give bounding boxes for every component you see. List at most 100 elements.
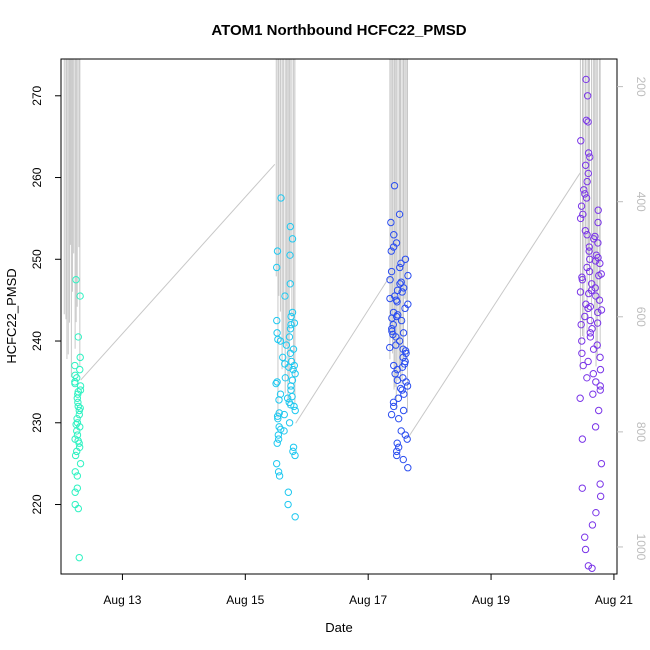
data-point <box>272 379 280 388</box>
data-point <box>597 459 606 468</box>
data-point <box>577 137 585 145</box>
data-point <box>395 210 404 219</box>
data-point <box>403 382 412 390</box>
data-point <box>397 316 406 325</box>
data-point <box>596 353 604 362</box>
data-point <box>388 327 396 335</box>
y-tick-label: 250 <box>30 249 44 269</box>
data-point <box>582 194 591 202</box>
data-point <box>593 341 601 349</box>
data-point <box>74 388 82 396</box>
x-axis: Aug 13 Aug 15 Aug 17 Aug 19 Aug 21 <box>103 574 633 607</box>
data-point <box>577 320 585 329</box>
x-tick-label: Aug 15 <box>226 593 264 607</box>
data-point <box>72 420 80 429</box>
data-point <box>388 314 396 322</box>
data-point <box>391 370 399 378</box>
data-point <box>399 455 407 464</box>
data-point <box>288 392 296 401</box>
data-point <box>597 306 606 314</box>
data-point <box>280 410 288 419</box>
data-point <box>578 349 586 357</box>
data-point <box>592 292 600 300</box>
data-point <box>596 386 604 394</box>
y-tick-label: 260 <box>30 167 44 187</box>
data-point <box>401 431 409 439</box>
data-point <box>394 394 403 402</box>
data-point <box>394 414 403 423</box>
data-point <box>289 365 297 374</box>
y-tick-label: 240 <box>30 331 44 351</box>
data-point <box>288 235 297 243</box>
data-point <box>71 468 79 476</box>
data-point <box>398 288 406 296</box>
data-point <box>388 325 396 333</box>
data-point <box>290 319 299 327</box>
data-point <box>591 423 600 431</box>
data-point <box>275 472 284 480</box>
y2-tick-label: 400 <box>634 192 648 212</box>
data-point <box>592 508 600 517</box>
data-point <box>277 425 285 434</box>
data-point <box>286 251 294 259</box>
x-tick-label: Aug 13 <box>103 593 141 607</box>
data-point <box>76 459 85 468</box>
data-point <box>73 447 81 456</box>
data-point <box>73 484 82 492</box>
x-tick-label: Aug 21 <box>595 593 633 607</box>
data-point <box>285 419 294 427</box>
data-point <box>579 361 587 370</box>
y2-tick-label: 1000 <box>634 534 648 561</box>
data-point <box>585 243 593 251</box>
x-tick-label: Aug 19 <box>472 593 510 607</box>
line-connector <box>295 276 391 424</box>
x-tick-label: Aug 17 <box>349 593 387 607</box>
data-point <box>583 231 591 239</box>
data-point <box>591 232 599 241</box>
data-point <box>397 278 405 286</box>
data-point <box>287 312 295 321</box>
data-point <box>576 288 585 296</box>
data-point <box>76 292 84 300</box>
data-point <box>588 521 597 529</box>
data-point <box>397 259 405 268</box>
data-point <box>578 435 587 443</box>
data-point <box>274 435 283 443</box>
chart-title: ATOM1 Northbound HCFC22_PMSD <box>211 22 466 39</box>
data-point <box>272 459 281 468</box>
data-point <box>583 177 591 186</box>
data-point <box>585 247 593 255</box>
data-point <box>76 404 84 412</box>
data-point <box>581 545 590 554</box>
data-point <box>596 480 604 488</box>
data-point <box>291 370 299 378</box>
data-point <box>74 333 82 341</box>
data-point <box>71 451 80 460</box>
data-point <box>389 398 398 407</box>
data-point <box>394 311 402 319</box>
line-connector <box>407 172 581 438</box>
data-point <box>403 435 411 443</box>
data-point <box>584 118 592 126</box>
data-point <box>393 439 401 447</box>
data-point <box>399 329 408 337</box>
y-axis-label: HCFC22_PMSD <box>4 268 19 363</box>
data-point <box>577 202 586 210</box>
data-point <box>288 376 297 384</box>
data-point <box>579 210 587 219</box>
secondary-y-axis: 200 400 600 800 1000 <box>617 77 648 561</box>
data-point <box>393 298 401 306</box>
data-point <box>594 206 602 214</box>
data-point <box>273 263 281 272</box>
data-point <box>281 292 289 300</box>
data-point <box>291 451 299 460</box>
data-point <box>387 218 395 227</box>
data-point <box>74 437 82 445</box>
data-point <box>283 394 292 402</box>
data-point <box>290 361 298 370</box>
data-point <box>396 384 405 393</box>
data-point <box>584 169 592 178</box>
data-point <box>592 378 600 386</box>
data-point <box>387 410 396 419</box>
data-point <box>273 329 281 337</box>
